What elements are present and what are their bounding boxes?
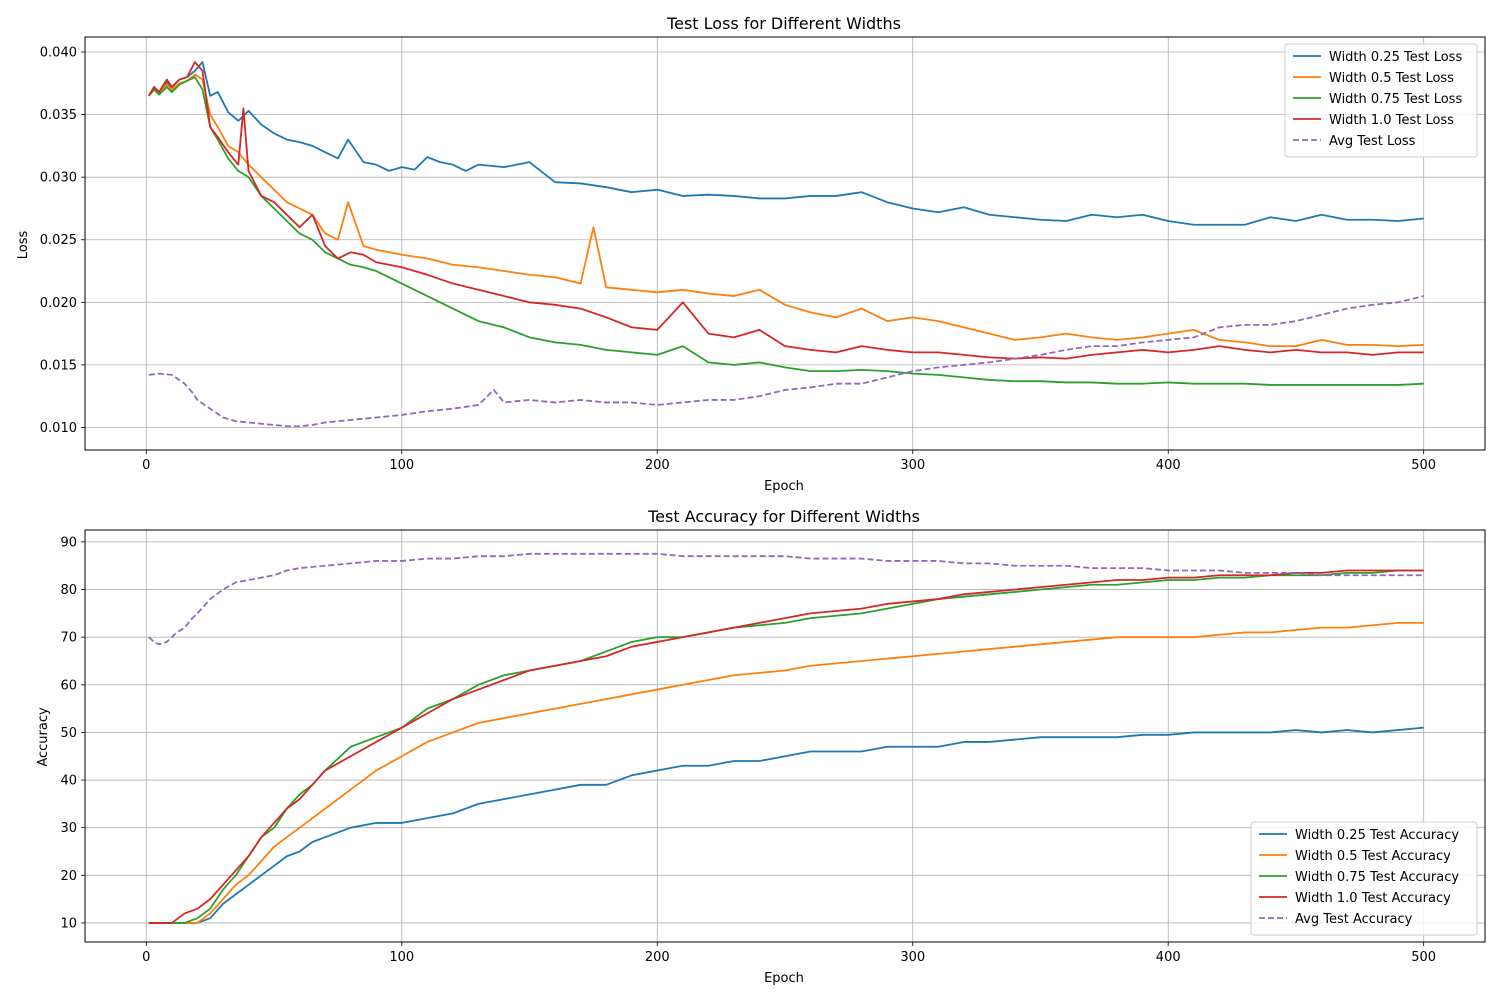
accuracy-y-tick-label: 40 [60,774,77,789]
accuracy-x-tick-label: 300 [900,950,925,965]
accuracy-y-tick-label: 60 [60,678,77,693]
accuracy-x-axis-label: Epoch [764,971,804,986]
loss-y-axis-label: Loss [16,231,31,260]
accuracy-x-tick-label: 0 [142,950,150,965]
loss-y-tick-label: 0.035 [40,108,77,123]
loss-legend-label: Width 0.5 Test Loss [1329,71,1454,86]
loss-y-tick-label: 0.015 [40,358,77,373]
loss-legend-box [1284,43,1478,158]
loss-grid [85,37,1485,450]
loss-legend: Width 0.25 Test Loss Width 0.5 Test Loss W… [1284,43,1478,158]
accuracy-x-tick-label: 500 [1411,950,1436,965]
accuracy-chart-title: Test Accuracy for Different Widths [647,507,920,526]
loss-axes-frame [84,36,1486,451]
accuracy-y-axis-label: Accuracy [36,707,51,767]
accuracy-y-tick-label: 80 [60,583,77,598]
accuracy-x-tick-label: 400 [1156,950,1181,965]
accuracy-series-group [148,552,1424,924]
loss-y-tick-label: 0.010 [40,421,77,436]
loss-series-line-3 [148,76,1424,386]
accuracy-series-line-5 [148,552,1424,646]
accuracy-series-line-2 [148,621,1424,924]
accuracy-chart-panel: Test Accuracy for Different Widths Epoch… [36,507,1486,986]
accuracy-y-tick-label: 30 [60,821,77,836]
accuracy-y-tick-label: 10 [60,916,77,931]
accuracy-y-tick-label: 90 [60,535,77,550]
loss-series-line-1 [148,61,1424,226]
accuracy-y-tick-label: 70 [60,631,77,646]
loss-series-line-5 [148,295,1424,428]
accuracy-legend-label: Width 1.0 Test Accuracy [1295,891,1451,906]
loss-chart-title: Test Loss for Different Widths [666,14,901,33]
loss-x-tick-label: 400 [1156,458,1181,473]
accuracy-legend: Width 0.25 Test Accuracy Width 0.5 Test A… [1250,821,1478,936]
accuracy-axes-frame [84,529,1486,943]
loss-x-tick-label: 0 [142,458,150,473]
loss-series-group [148,61,1424,428]
loss-series-line-4 [148,61,1424,360]
loss-y-tick-label: 0.030 [40,171,77,186]
accuracy-legend-box [1250,821,1478,936]
accuracy-y-tick-label: 50 [60,726,77,741]
accuracy-legend-label: Width 0.75 Test Accuracy [1295,870,1459,885]
loss-legend-label: Width 0.75 Test Loss [1329,92,1462,107]
loss-legend-label: Width 0.25 Test Loss [1329,50,1462,65]
accuracy-x-tick-label: 100 [389,950,414,965]
accuracy-legend-label: Width 0.5 Test Accuracy [1295,849,1451,864]
loss-y-tick-label: 0.020 [40,296,77,311]
loss-x-axis-label: Epoch [764,479,804,494]
accuracy-series-line-1 [148,726,1424,924]
accuracy-series-line-3 [148,569,1424,924]
loss-x-tick-label: 200 [645,458,670,473]
accuracy-x-tick-label: 200 [645,950,670,965]
accuracy-y-tick-label: 20 [60,869,77,884]
loss-chart-panel: Test Loss for Different Widths Epoch Los… [16,14,1486,494]
loss-x-tick-label: 300 [900,458,925,473]
loss-legend-label: Avg Test Loss [1329,134,1416,149]
loss-x-tick-label: 100 [389,458,414,473]
accuracy-legend-label: Avg Test Accuracy [1295,912,1413,927]
loss-legend-label: Width 1.0 Test Loss [1329,113,1454,128]
accuracy-legend-label: Width 0.25 Test Accuracy [1295,828,1459,843]
loss-y-tick-label: 0.025 [40,233,77,248]
loss-x-tick-label: 500 [1411,458,1436,473]
loss-series-line-2 [148,73,1424,348]
loss-y-tick-label: 0.040 [40,46,77,61]
accuracy-series-line-4 [148,569,1424,924]
